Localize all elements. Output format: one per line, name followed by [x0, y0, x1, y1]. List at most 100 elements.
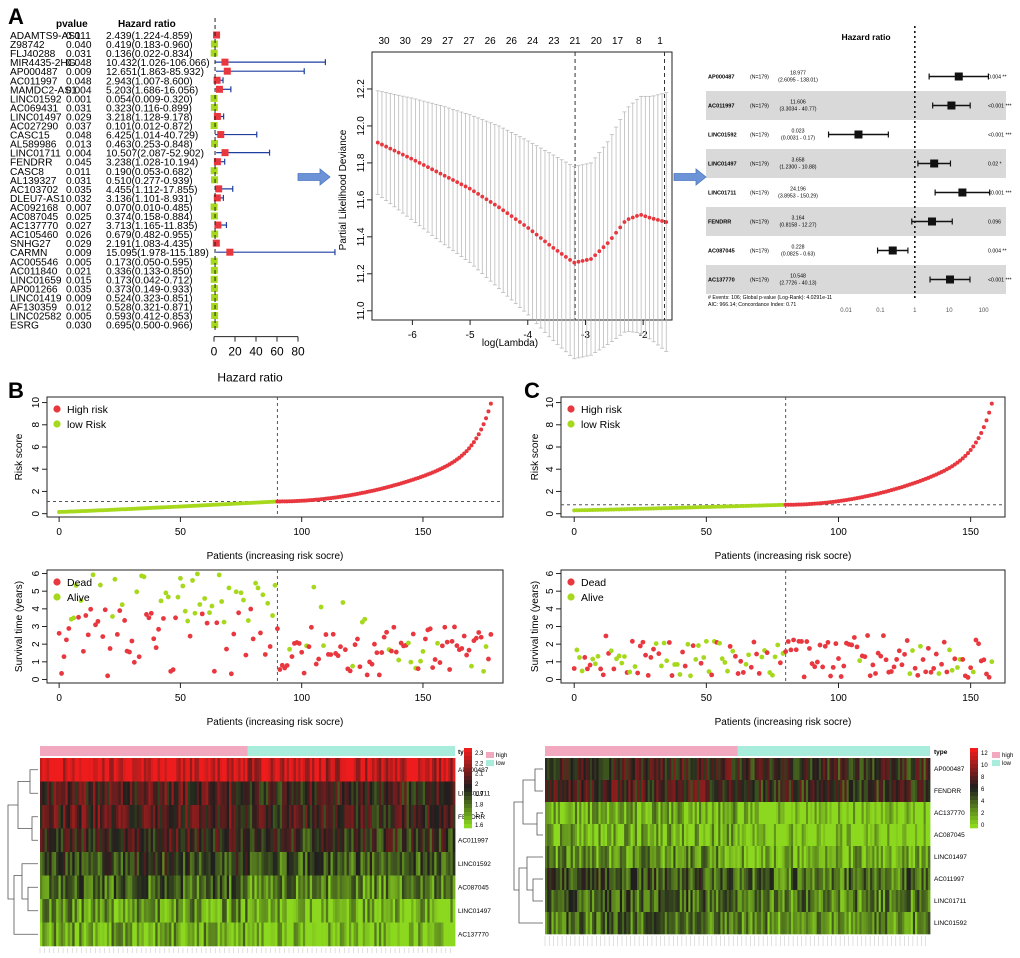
- heat-cell: [362, 758, 366, 782]
- heat-cell: [132, 875, 135, 900]
- heat-cell: [728, 868, 732, 891]
- heat-cell: [677, 780, 681, 803]
- heat-cell: [125, 828, 129, 853]
- heat-cell: [878, 802, 882, 825]
- heat-cell: [118, 828, 122, 853]
- heat-cell: [754, 912, 758, 935]
- heat-cell: [300, 758, 304, 782]
- dead-point: [896, 648, 902, 654]
- heat-cell: [328, 922, 331, 947]
- heat-cell: [889, 780, 892, 803]
- hr-cell: 4.455(1.112-17.855): [106, 185, 198, 196]
- dead-point: [478, 634, 484, 640]
- heat-cell: [355, 899, 359, 923]
- heat-cell: [602, 912, 606, 935]
- y-tick-label: 11.6: [356, 190, 367, 209]
- heat-cell: [173, 852, 177, 876]
- heat-cell: [342, 852, 345, 876]
- heat-cell: [164, 805, 168, 829]
- heat-cell: [141, 828, 145, 853]
- heat-cell: [666, 912, 670, 935]
- heat-cell: [125, 899, 129, 923]
- heat-cell: [861, 846, 865, 869]
- heat-cell: [622, 912, 625, 935]
- heat-cell: [90, 922, 94, 947]
- heat-cell: [111, 899, 115, 923]
- heat-cell: [699, 912, 702, 935]
- scale-swatch: [464, 780, 472, 785]
- heat-cell: [450, 805, 454, 829]
- heat-cell: [555, 868, 559, 891]
- heat-cell: [261, 758, 265, 782]
- heat-cell: [673, 758, 676, 781]
- heat-cell: [872, 802, 875, 825]
- heat-cell: [912, 802, 916, 825]
- heat-cell: [344, 899, 348, 923]
- heat-cell: [816, 912, 820, 935]
- heat-cell: [555, 890, 559, 913]
- y-tick-label: 0: [545, 510, 556, 516]
- heat-cell: [658, 868, 661, 891]
- heat-cell: [592, 846, 595, 869]
- heat-cell: [44, 781, 48, 806]
- heat-cell: [67, 805, 71, 829]
- heat-cell: [360, 922, 364, 947]
- legend-low-marker: [53, 420, 61, 428]
- dead-point: [432, 657, 438, 662]
- heat-cell: [348, 781, 352, 806]
- y-tick-label: 2: [545, 641, 556, 647]
- scale-swatch: [970, 764, 978, 769]
- heat-cell: [348, 805, 352, 829]
- heat-cell: [318, 805, 322, 829]
- heat-cell: [436, 922, 440, 947]
- heat-cell: [69, 781, 73, 806]
- heat-cell: [613, 758, 616, 781]
- heat-cell: [583, 758, 587, 781]
- heat-cell: [53, 852, 57, 876]
- heat-cell: [413, 805, 417, 829]
- heat-cell: [872, 868, 875, 891]
- heat-cell: [722, 824, 726, 847]
- heat-cell: [820, 780, 824, 803]
- heat-cell: [86, 852, 89, 876]
- heat-cell: [921, 846, 924, 869]
- heat-cell: [81, 758, 85, 782]
- heat-cell: [378, 828, 382, 853]
- heat-cell: [671, 890, 674, 913]
- p-value: 0.02 *: [988, 162, 1002, 168]
- risk-point: [464, 449, 469, 454]
- heat-cell: [758, 890, 762, 913]
- heat-cell: [921, 802, 924, 825]
- heat-cell: [314, 875, 318, 900]
- heat-cell: [658, 824, 661, 847]
- heat-cell: [882, 758, 886, 781]
- heat-cell: [372, 852, 375, 876]
- heat-cell: [600, 890, 604, 913]
- heat-cell: [385, 922, 389, 947]
- hr-marker: [215, 185, 223, 193]
- heat-cell: [577, 758, 580, 781]
- heat-cell: [694, 868, 698, 891]
- heat-cell: [420, 875, 424, 900]
- hr-marker: [210, 203, 218, 211]
- heat-cell: [102, 805, 105, 829]
- heat-cell: [594, 846, 597, 869]
- hr-marker: [210, 275, 218, 283]
- heat-cell: [176, 852, 179, 876]
- heat-cell: [660, 868, 664, 891]
- heat-cell: [157, 852, 161, 876]
- heat-cell: [261, 828, 265, 853]
- heat-cell: [351, 875, 354, 900]
- scale-tick-label: 1.6: [475, 823, 484, 829]
- heat-cell: [741, 912, 745, 935]
- heat-cell: [116, 852, 119, 876]
- heat-cell: [99, 758, 103, 782]
- heat-cell: [427, 781, 431, 806]
- heat-cell: [425, 899, 428, 923]
- heat-cell: [594, 912, 597, 935]
- top-tick-label: 1: [657, 36, 663, 47]
- heat-cell: [750, 758, 753, 781]
- heat-cell: [157, 828, 161, 853]
- heat-cell: [870, 868, 873, 891]
- heat-cell: [639, 824, 642, 847]
